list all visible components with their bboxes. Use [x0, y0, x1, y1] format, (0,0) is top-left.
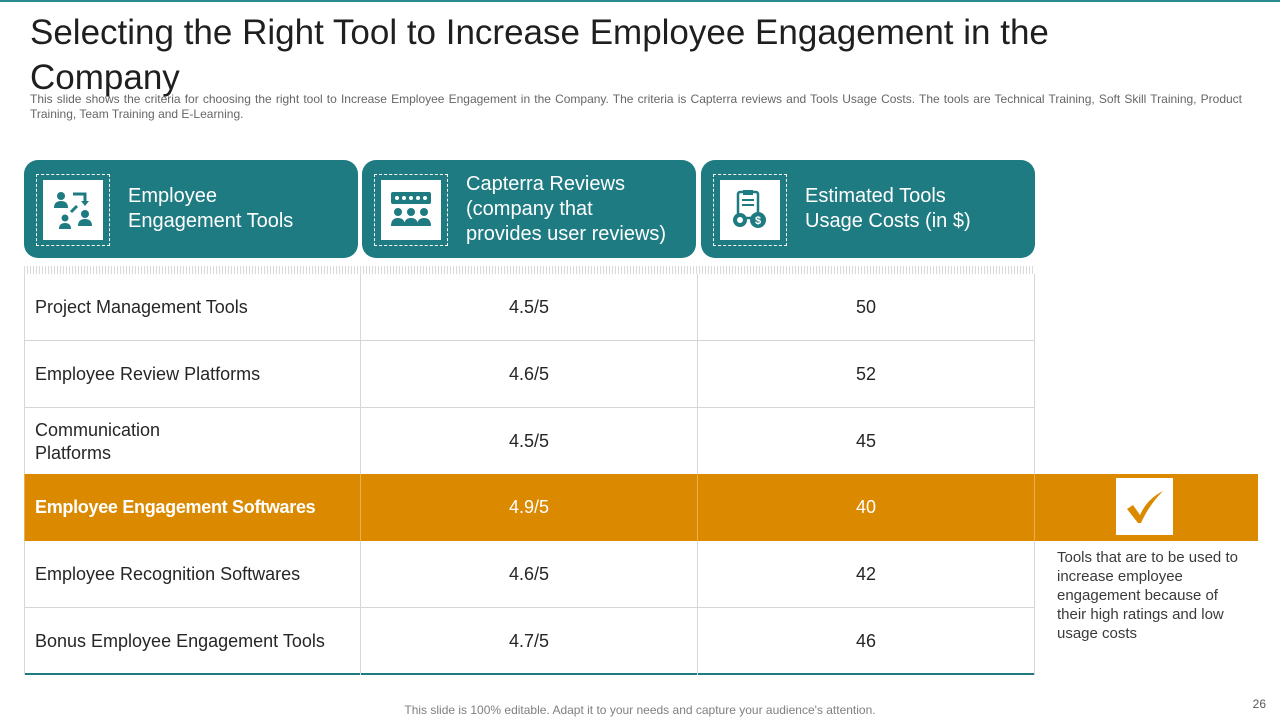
cost-cell: 40 — [698, 474, 1035, 541]
tool-name-cell: Employee Review Platforms — [24, 341, 361, 408]
slide-footer: This slide is 100% editable. Adapt it to… — [404, 703, 876, 717]
people-exchange-icon — [43, 180, 103, 240]
checkmark-icon — [1116, 478, 1173, 535]
header-icon-frame — [36, 174, 110, 246]
tool-name-cell: Employee Engagement Softwares — [24, 474, 361, 541]
table-row: Bonus Employee Engagement Tools 4.7/5 46 — [24, 608, 1035, 675]
highlight-note: Tools that are to be used to increase em… — [1057, 549, 1238, 642]
page-number: 26 — [1252, 697, 1266, 711]
cost-cell: 45 — [698, 408, 1035, 475]
cost-cell: 50 — [698, 274, 1035, 341]
rating-cell: 4.5/5 — [361, 408, 698, 475]
rating-cell: 4.9/5 — [361, 474, 698, 541]
header-icon-frame: $ — [713, 174, 787, 246]
slide-subtitle: This slide shows the criteria for choosi… — [30, 92, 1242, 121]
rating-cell: 4.5/5 — [361, 274, 698, 341]
header-divider — [24, 266, 1035, 274]
tool-name-cell: Employee Recognition Softwares — [24, 541, 361, 608]
group-rating-icon — [381, 180, 441, 240]
cost-clipboard-icon: $ — [720, 180, 780, 240]
table-row: Employee Recognition Softwares 4.6/5 42 — [24, 541, 1035, 608]
table-row: Employee Review Platforms 4.6/5 52 — [24, 341, 1035, 408]
table-row: Communication Platforms 4.5/5 45 — [24, 408, 1035, 475]
header-estimated-costs: $ Estimated Tools Usage Costs (in $) — [701, 160, 1035, 258]
tool-name-cell: Communication Platforms — [24, 408, 361, 475]
header-employee-engagement-tools: Employee Engagement Tools — [24, 160, 358, 258]
rating-cell: 4.7/5 — [361, 608, 698, 675]
rating-cell: 4.6/5 — [361, 341, 698, 408]
header-icon-frame — [374, 174, 448, 246]
header-capterra-reviews: Capterra Reviews (company that provides … — [362, 160, 696, 258]
header-label: Estimated Tools Usage Costs (in $) — [805, 185, 971, 232]
svg-text:$: $ — [755, 215, 761, 227]
cost-cell: 42 — [698, 541, 1035, 608]
slide-title: Selecting the Right Tool to Increase Emp… — [30, 13, 1049, 97]
top-accent-line — [0, 0, 1280, 2]
tool-name-cell: Bonus Employee Engagement Tools — [24, 608, 361, 675]
rating-cell: 4.6/5 — [361, 541, 698, 608]
cost-cell: 46 — [698, 608, 1035, 675]
header-label: Capterra Reviews (company that provides … — [466, 172, 667, 245]
header-label: Employee Engagement Tools — [128, 185, 294, 232]
table-row: Project Management Tools 4.5/5 50 — [24, 274, 1035, 341]
table-row-highlighted: Employee Engagement Softwares 4.9/5 40 — [24, 474, 1035, 541]
tool-name-cell: Project Management Tools — [24, 274, 361, 341]
cost-cell: 52 — [698, 341, 1035, 408]
